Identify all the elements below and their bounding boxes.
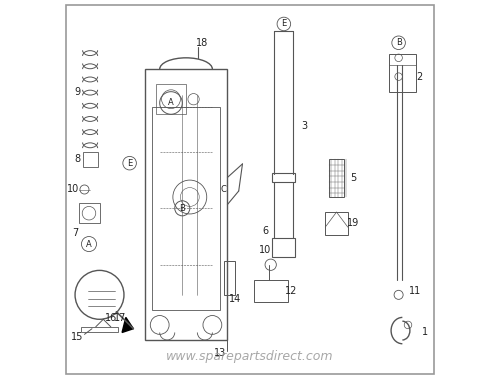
Text: 5: 5 — [350, 173, 356, 183]
Text: 8: 8 — [74, 154, 80, 164]
Text: 2: 2 — [416, 72, 422, 81]
Text: 11: 11 — [410, 286, 422, 296]
Text: 9: 9 — [74, 87, 80, 97]
Text: 1: 1 — [422, 327, 428, 337]
Text: 14: 14 — [229, 294, 241, 304]
Text: 12: 12 — [285, 286, 298, 296]
Bar — [254, 280, 288, 302]
Text: 10: 10 — [67, 185, 80, 194]
Text: www.sparepartsdirect.com: www.sparepartsdirect.com — [166, 351, 334, 363]
Bar — [80, 327, 118, 332]
Bar — [82, 152, 98, 167]
Bar — [224, 261, 235, 295]
Text: B: B — [396, 38, 402, 47]
Text: A: A — [168, 99, 174, 108]
Text: 18: 18 — [196, 38, 208, 48]
Text: 6: 6 — [262, 226, 268, 236]
Text: B: B — [180, 204, 185, 213]
Text: 3: 3 — [302, 121, 308, 130]
Bar — [325, 212, 348, 235]
Text: 10: 10 — [259, 245, 271, 255]
Text: 13: 13 — [214, 348, 226, 358]
Bar — [152, 107, 220, 310]
Bar — [272, 238, 295, 257]
Bar — [79, 203, 100, 223]
Text: 16: 16 — [104, 313, 117, 323]
Bar — [329, 160, 344, 197]
Text: C: C — [220, 185, 226, 194]
Bar — [389, 54, 415, 92]
Text: E: E — [127, 159, 132, 168]
Polygon shape — [122, 318, 134, 332]
Text: 19: 19 — [348, 218, 360, 229]
Text: A: A — [86, 240, 92, 249]
Bar — [144, 69, 228, 340]
Bar — [156, 84, 186, 114]
Text: 7: 7 — [72, 228, 78, 238]
Text: 15: 15 — [71, 332, 83, 342]
Text: 17: 17 — [114, 313, 126, 323]
Bar — [272, 172, 295, 182]
Text: E: E — [281, 19, 286, 28]
